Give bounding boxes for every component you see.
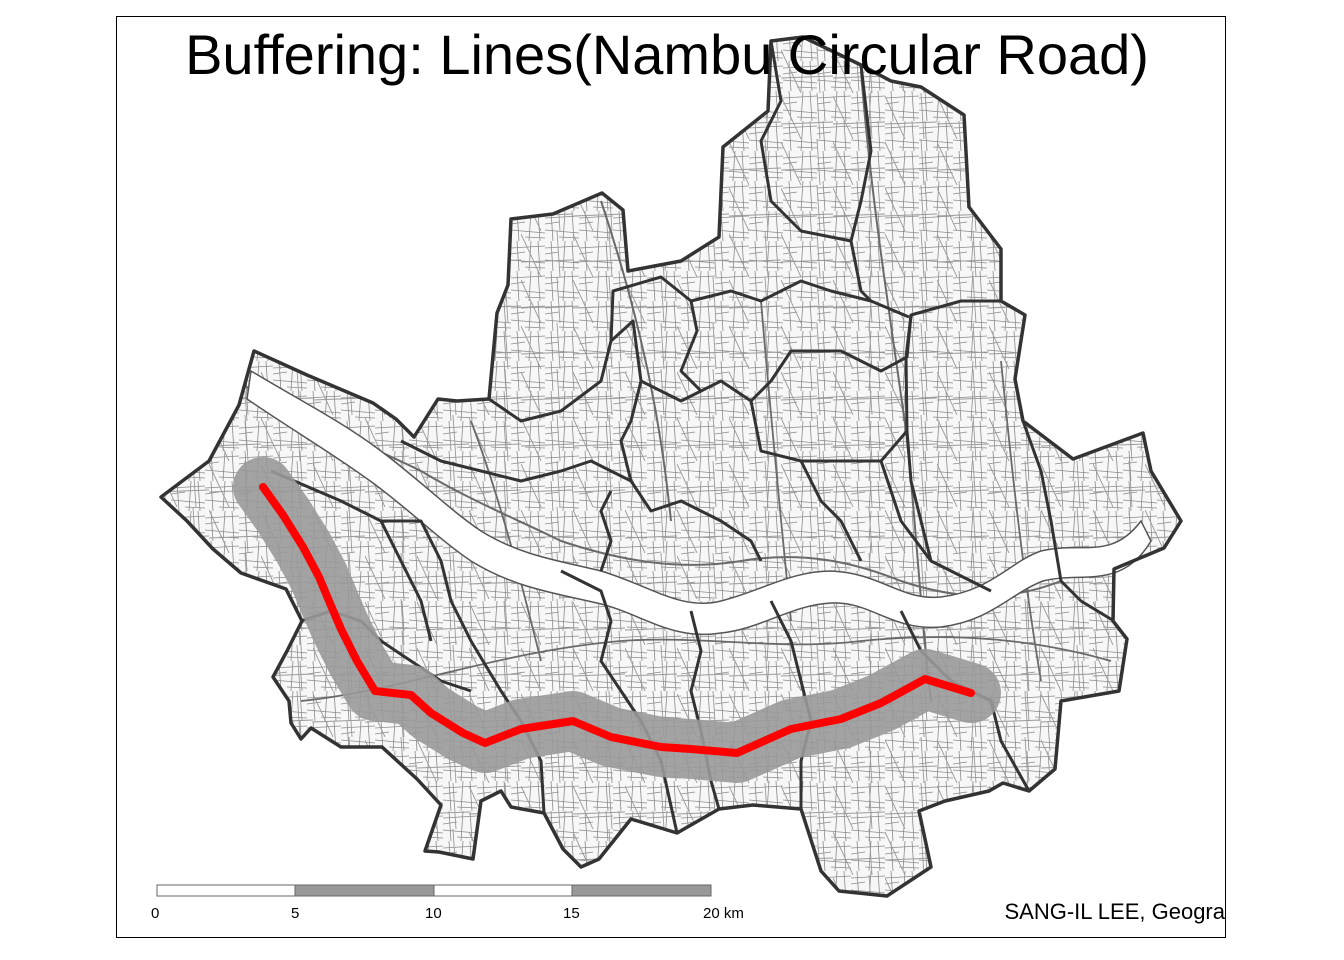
map-credit: SANG-IL LEE, Geogra bbox=[1004, 899, 1225, 924]
han-river bbox=[246, 369, 1152, 636]
scale-label-20: 20 km bbox=[703, 905, 744, 922]
scale-label-15: 15 bbox=[563, 905, 580, 922]
map-title: Buffering: Lines(Nambu Circular Road) bbox=[185, 23, 1149, 86]
road-network bbox=[161, 37, 1181, 896]
scale-label-5: 5 bbox=[291, 905, 300, 922]
district-boundaries bbox=[159, 35, 1183, 898]
scale-bar bbox=[156, 884, 712, 897]
scale-label-10: 10 bbox=[425, 905, 442, 922]
map-canvas bbox=[156, 35, 1183, 898]
nambu-circular-road bbox=[259, 483, 975, 757]
map-frame: Buffering: Lines(Nambu Circular Road) 0 … bbox=[116, 16, 1226, 938]
scale-label-0: 0 bbox=[151, 905, 160, 922]
